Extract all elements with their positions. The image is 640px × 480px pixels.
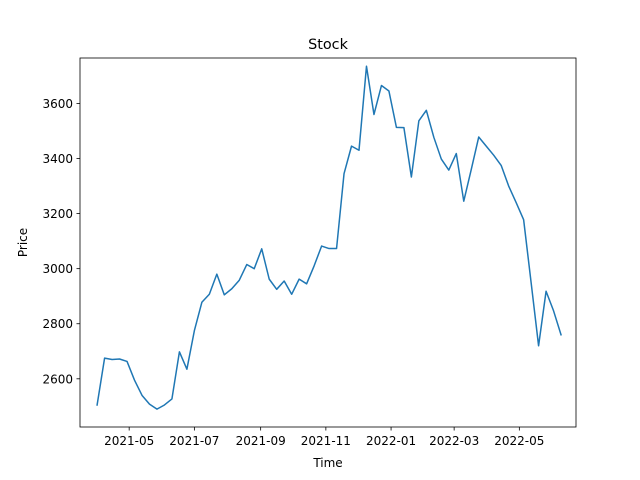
x-tick-label: 2021-11 — [301, 434, 351, 448]
plot-frame — [79, 57, 577, 428]
y-tick-label: 3200 — [42, 207, 73, 221]
x-tick-label: 2022-03 — [429, 434, 479, 448]
y-tick-label: 3600 — [42, 97, 73, 111]
y-tick-label: 3400 — [42, 152, 73, 166]
y-tick-label: 2800 — [42, 317, 73, 331]
x-tick-label: 2021-07 — [169, 434, 219, 448]
x-axis: 2021-05 2021-07 2021-09 2021-11 2022-01 2022-… — [104, 427, 544, 448]
x-tick-label: 2022-01 — [366, 434, 416, 448]
y-tick-label: 3000 — [42, 262, 73, 276]
x-tick-label: 2021-09 — [236, 434, 286, 448]
series-line-0 — [96, 65, 562, 410]
x-tick-label: 2022-05 — [494, 434, 544, 448]
y-axis-label: Price — [16, 228, 30, 257]
x-axis-label: Time — [312, 456, 342, 470]
chart-title: Stock — [308, 37, 348, 53]
x-tick-label: 2021-05 — [104, 434, 154, 448]
y-tick-label: 2600 — [42, 372, 73, 386]
y-axis: 2600 2800 3000 3200 3400 3600 — [42, 97, 80, 386]
plot-layer — [96, 65, 562, 410]
